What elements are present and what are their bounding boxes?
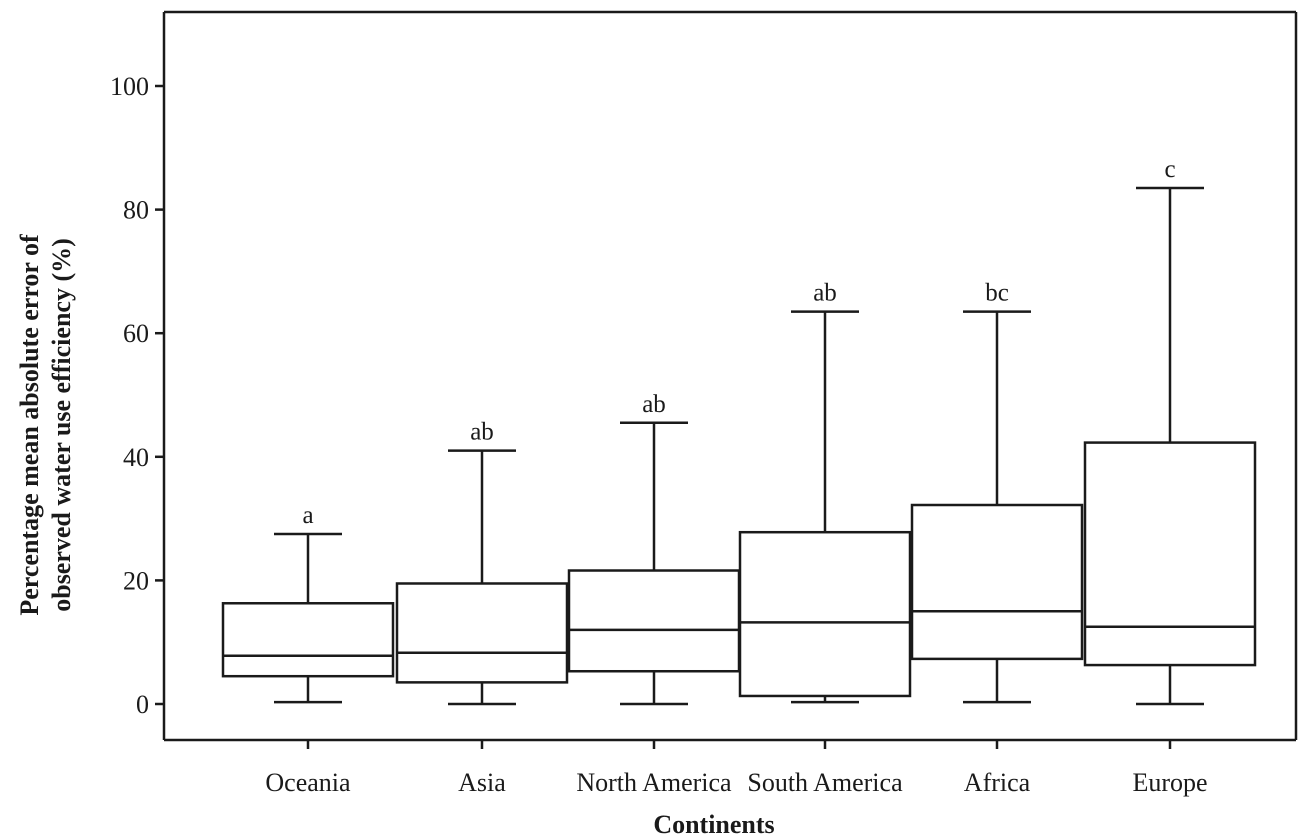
- iqr-box: [221, 602, 395, 678]
- x-category-label: South America: [747, 768, 903, 797]
- box-group-south-america: ab: [738, 280, 912, 704]
- significance-group-label: c: [1164, 156, 1175, 183]
- x-category-label: Europe: [1132, 768, 1207, 797]
- y-tick-label: 40: [123, 443, 149, 472]
- iqr-box: [738, 530, 912, 698]
- iqr-box: [395, 582, 569, 684]
- significance-group-label: ab: [642, 391, 666, 418]
- y-tick-label: 0: [136, 690, 149, 719]
- y-tick-label: 60: [123, 319, 149, 348]
- iqr-box: [910, 503, 1084, 661]
- significance-group-label: ab: [813, 280, 837, 307]
- significance-group-label: bc: [985, 280, 1009, 307]
- y-axis-title-line-2: observed water use efficiency (%): [47, 238, 76, 612]
- y-tick-label: 80: [123, 196, 149, 225]
- box-group-europe: c: [1083, 156, 1257, 706]
- x-category-label: North America: [576, 768, 732, 797]
- x-category-label: Asia: [458, 768, 506, 797]
- box-group-asia: ab: [395, 419, 569, 706]
- y-tick-label: 20: [123, 566, 149, 595]
- x-axis-title: Continents: [653, 810, 774, 838]
- box-group-africa: bc: [910, 280, 1084, 704]
- iqr-box: [1083, 441, 1257, 667]
- iqr-box: [567, 569, 741, 673]
- y-axis-title-line-1: Percentage mean absolute error of: [15, 234, 44, 616]
- x-category-label: Oceania: [265, 768, 351, 797]
- x-category-label: Africa: [964, 768, 1031, 797]
- box-group-north-america: ab: [567, 391, 741, 706]
- box-group-oceania: a: [221, 502, 395, 704]
- significance-group-label: a: [302, 502, 313, 529]
- y-tick-label: 100: [110, 72, 149, 101]
- significance-group-label: ab: [470, 419, 494, 446]
